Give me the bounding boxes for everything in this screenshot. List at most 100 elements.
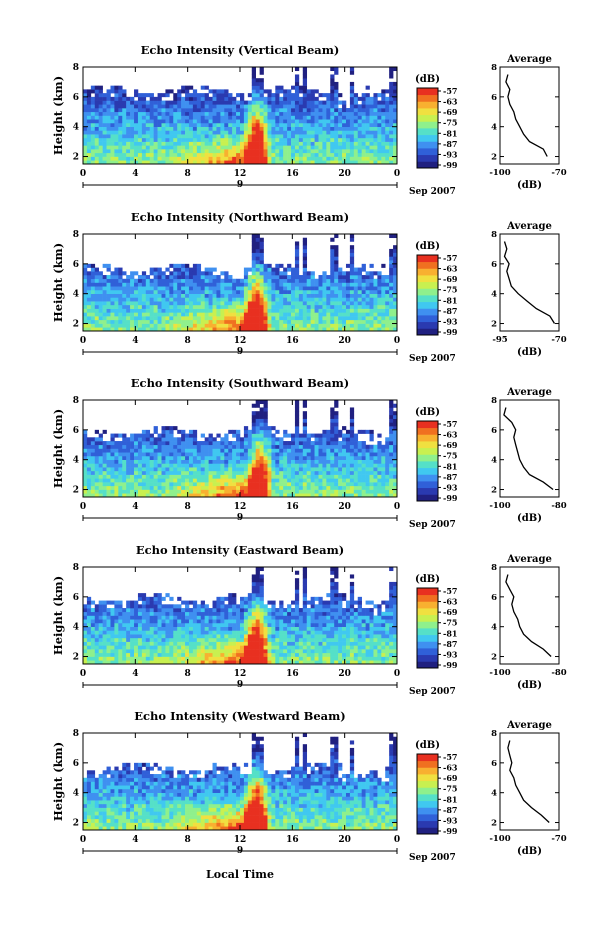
heatmap-cell: [263, 470, 268, 475]
heatmap-cell: [334, 308, 339, 313]
heatmap-cell: [161, 429, 166, 434]
heatmap-cell: [126, 448, 131, 453]
heatmap-cell: [287, 289, 292, 294]
heatmap-cell: [114, 634, 119, 639]
heatmap-cell: [287, 448, 292, 453]
heatmap-cell: [259, 407, 264, 412]
heatmap-cell: [118, 455, 123, 460]
heatmap-cell: [110, 137, 115, 142]
heatmap-cell: [188, 448, 194, 453]
heatmap-cell: [275, 156, 280, 161]
heatmap-cell: [169, 119, 174, 124]
heatmap-cell: [86, 282, 92, 287]
heatmap-cell: [196, 141, 202, 146]
heatmap-cell: [255, 433, 260, 438]
heatmap-cell: [141, 433, 147, 438]
heatmap-cell: [381, 111, 386, 116]
heatmap-cell: [283, 267, 288, 272]
heatmap-cell: [298, 316, 304, 321]
heatmap-cell: [137, 304, 143, 309]
heatmap-cell: [145, 429, 151, 434]
heatmap-cell: [287, 441, 292, 446]
heatmap-cell: [106, 263, 111, 268]
heatmap-cell: [224, 289, 229, 294]
heatmap-cell: [389, 149, 394, 154]
heatmap-cell: [212, 493, 217, 498]
heatmap-cell: [145, 304, 151, 309]
heatmap-cell: [141, 619, 147, 624]
heatmap-cell: [106, 649, 111, 654]
heatmap-cell: [338, 429, 343, 434]
heatmap-cell: [102, 130, 107, 135]
heatmap-cell: [357, 141, 362, 146]
heatmap-cell: [177, 429, 182, 434]
heatmap-cell: [330, 119, 335, 124]
heatmap-cell: [137, 130, 143, 135]
heatmap-cell: [267, 308, 272, 313]
heatmap-cell: [185, 301, 190, 306]
heatmap-cell: [314, 137, 319, 142]
heatmap-cell: [137, 111, 143, 116]
heatmap-cell: [287, 111, 292, 116]
heatmap-cell: [298, 145, 304, 150]
heatmap-cell: [90, 293, 96, 298]
heatmap-cell: [291, 448, 296, 453]
heatmap-cell: [114, 660, 119, 665]
heatmap-cell: [173, 478, 178, 483]
heatmap-cell: [165, 426, 170, 431]
heatmap-cell: [302, 422, 308, 427]
heatmap-cell: [188, 126, 194, 131]
heatmap-cell: [314, 441, 319, 446]
heatmap-cell: [369, 493, 374, 498]
heatmap-cell: [181, 437, 186, 442]
heatmap-cell: [90, 126, 96, 131]
heatmap-cell: [181, 156, 186, 161]
heatmap-cell: [122, 126, 127, 131]
y-tick-label: 4: [73, 123, 79, 133]
heatmap-cell: [224, 149, 229, 154]
heatmap-cell: [275, 293, 280, 298]
heatmap-cell: [137, 312, 143, 317]
heatmap-cell: [267, 467, 272, 472]
heatmap-cell: [302, 441, 308, 446]
heatmap-cell: [259, 327, 264, 332]
heatmap-cell: [122, 634, 127, 639]
heatmap-cell: [310, 134, 315, 139]
heatmap-cell: [287, 134, 292, 139]
heatmap-cell: [279, 96, 284, 101]
heatmap-cell: [294, 414, 300, 419]
heatmap-cell: [114, 615, 119, 620]
heatmap-cell: [102, 122, 107, 127]
heatmap-cell: [192, 286, 198, 291]
heatmap-cell: [271, 437, 276, 442]
heatmap-cell: [173, 100, 178, 105]
heatmap-cell: [212, 275, 217, 280]
heatmap-cell: [228, 304, 233, 309]
heatmap-cell: [137, 104, 143, 109]
heatmap-cell: [314, 312, 319, 317]
heatmap-cell: [122, 156, 127, 161]
heatmap-cell: [130, 444, 135, 449]
heatmap-cell: [106, 470, 111, 475]
heatmap-cell: [196, 478, 202, 483]
heatmap-cell: [259, 437, 264, 442]
heatmap-cell: [361, 104, 366, 109]
heatmap-cell: [361, 308, 366, 313]
heatmap-cell: [181, 130, 186, 135]
heatmap-cell: [208, 319, 213, 324]
heatmap-cell: [381, 152, 386, 157]
heatmap-cell: [330, 297, 335, 302]
heatmap-cell: [385, 145, 390, 150]
heatmap-cell: [90, 286, 96, 291]
heatmap-cell: [177, 267, 182, 272]
panel-1: Echo Intensity (Vertical Beam)Height (km…: [51, 43, 567, 197]
heatmap-cell: [275, 149, 280, 154]
heatmap-cell: [287, 119, 292, 124]
heatmap-cell: [365, 156, 370, 161]
heatmap-cell: [118, 448, 123, 453]
heatmap-cell: [114, 108, 119, 113]
heatmap-cell: [169, 278, 174, 283]
heatmap-cell: [114, 611, 119, 616]
heatmap-cell: [389, 474, 394, 479]
heatmap-cell: [114, 459, 119, 464]
